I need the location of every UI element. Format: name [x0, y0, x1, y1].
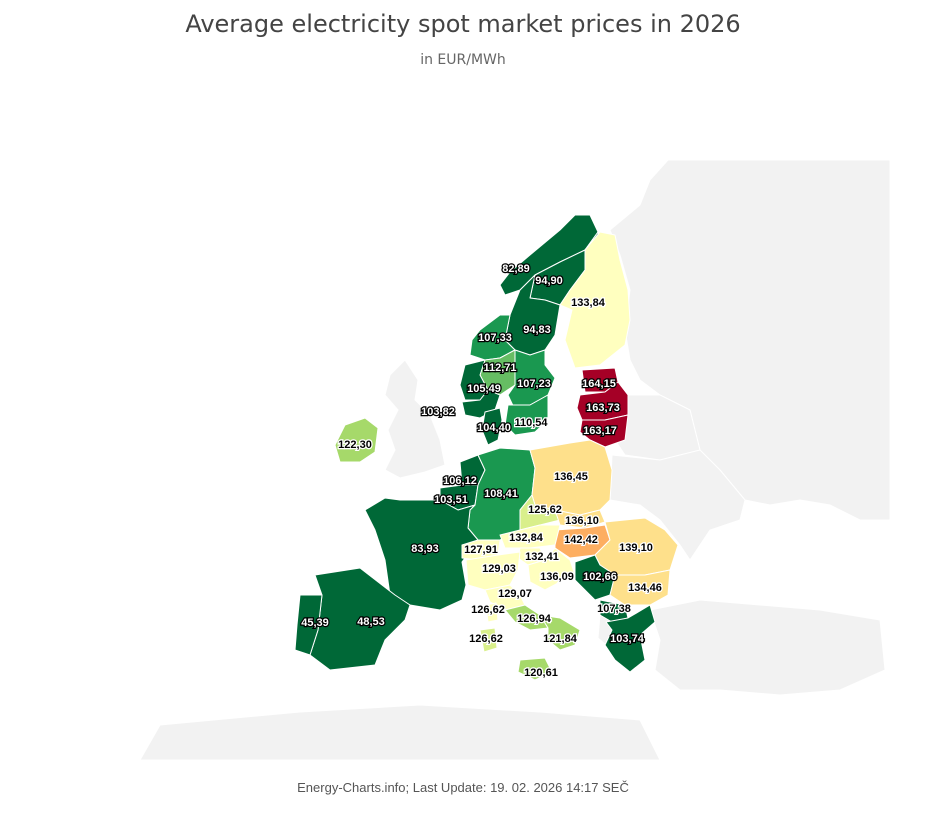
region-fr[interactable]	[364, 497, 479, 611]
uk-region	[384, 359, 446, 479]
region-pt[interactable]	[294, 594, 323, 656]
label-ee: 164,15	[582, 378, 616, 390]
region-it_north[interactable]	[465, 551, 521, 591]
label-it_north: 129,03	[482, 563, 516, 575]
label-pt: 45,39	[301, 617, 329, 629]
label-it_csud: 126,94	[517, 613, 552, 625]
label-sk: 136,10	[565, 515, 599, 527]
label-rs: 102,66	[583, 571, 617, 583]
europe-price-map: 82,89 94,90 133,84 94,83 107,33 112,71 1…	[139, 159, 891, 761]
label-nl: 106,12	[443, 475, 477, 487]
north-africa-region	[139, 704, 661, 761]
label-lv: 163,73	[586, 402, 620, 414]
label-at: 132,84	[509, 532, 544, 544]
label-ro: 139,10	[619, 542, 653, 554]
label-it_sicily: 120,61	[524, 667, 558, 679]
background-land	[139, 159, 891, 761]
region-labels: 82,89 94,90 133,84 94,83 107,33 112,71 1…	[300, 262, 663, 681]
label-se4: 110,54	[514, 417, 548, 429]
label-no4: 82,89	[502, 263, 530, 275]
label-hr: 136,09	[540, 571, 574, 583]
region-it_sard_north[interactable]	[485, 602, 499, 623]
label-ie: 122,30	[338, 439, 372, 451]
label-de: 108,41	[484, 488, 518, 500]
footer-credit: Energy-Charts.info; Last Update: 19. 02.…	[297, 780, 629, 795]
region-it_sard[interactable]	[479, 627, 498, 653]
label-no2: 103,82	[421, 406, 455, 418]
label-mk: 107,38	[597, 603, 631, 615]
label-gr: 103,74	[610, 633, 645, 645]
label-es: 48,53	[357, 616, 385, 628]
ukraine-region	[609, 449, 746, 561]
chart-subtitle: in EUR/MWh	[420, 52, 506, 68]
label-se2: 94,83	[523, 324, 551, 336]
region-it_sud[interactable]	[539, 614, 581, 651]
region-bg[interactable]	[609, 569, 671, 606]
region-it_sicily[interactable]	[517, 657, 553, 681]
label-it_sud: 121,84	[543, 633, 578, 645]
region-se4[interactable]	[504, 394, 549, 436]
label-fi: 133,84	[571, 297, 606, 309]
label-no1: 112,71	[483, 362, 516, 374]
label-se3: 107,23	[517, 378, 551, 390]
label-dk1: 104,40	[477, 422, 511, 434]
turkey-region	[649, 599, 886, 696]
label-hu: 142,42	[564, 534, 598, 546]
label-be: 103,51	[434, 494, 468, 506]
label-it_sard_north: 126,62	[471, 604, 505, 616]
chart-title: Average electricity spot market prices i…	[185, 10, 741, 38]
label-lt: 163,17	[583, 425, 617, 437]
label-no5: 105,49	[467, 383, 501, 395]
label-se1: 94,90	[535, 275, 563, 287]
region-lt[interactable]	[579, 414, 629, 448]
region-at[interactable]	[499, 524, 561, 549]
label-bg: 134,46	[628, 582, 662, 594]
label-it_sard: 126,62	[469, 633, 503, 645]
region-fi[interactable]	[559, 231, 631, 369]
label-si: 132,41	[525, 551, 559, 563]
label-no3: 107,33	[478, 332, 512, 344]
label-ch: 127,91	[464, 544, 498, 556]
region-gr[interactable]	[604, 604, 656, 673]
label-it_cnor: 129,07	[498, 588, 532, 600]
region-dk1[interactable]	[481, 407, 503, 446]
price-regions	[294, 214, 679, 681]
label-cz: 125,62	[528, 504, 562, 516]
label-pl: 136,45	[554, 471, 588, 483]
region-ie[interactable]	[334, 417, 379, 463]
label-fr: 83,93	[411, 543, 439, 555]
